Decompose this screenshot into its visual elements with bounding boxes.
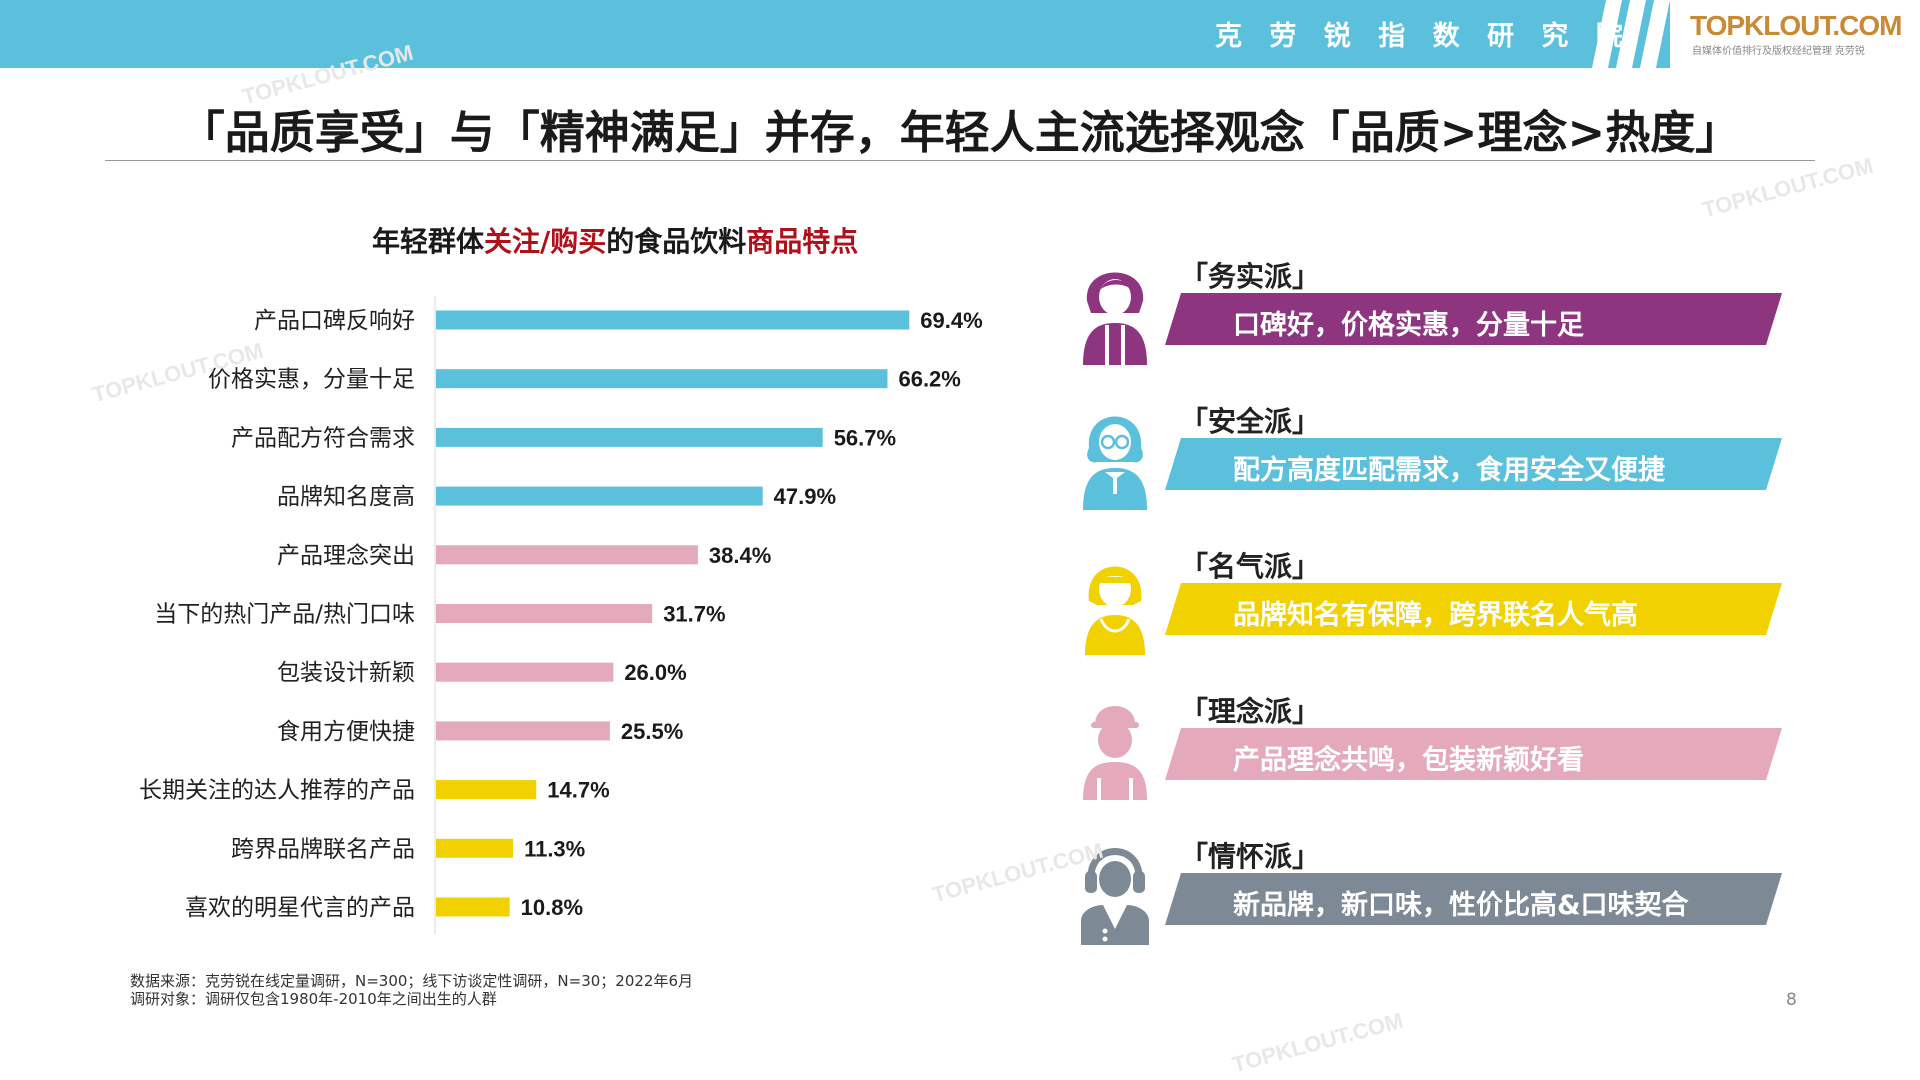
persona-banner xyxy=(1165,293,1782,345)
bar xyxy=(436,427,823,447)
data-label: 11.3% xyxy=(524,836,585,861)
survey-scope-note: 调研对象：调研仅包含1980年-2010年之间出生的人群 xyxy=(130,990,497,1008)
woman-glasses-icon xyxy=(1083,416,1147,510)
persona-safety: 「安全派」 配方高度匹配需求，食用安全又便捷 xyxy=(1075,398,1875,513)
chart-title-prefix: 年轻群体 xyxy=(372,225,485,258)
persona-fame: 「名气派」 品牌知名有保障，跨界联名人气高 xyxy=(1075,543,1875,658)
title-divider xyxy=(105,160,1815,161)
category-label: 食用方便快捷 xyxy=(277,719,415,745)
category-label: 产品配方符合需求 xyxy=(231,425,415,451)
persona-tag: 「务实派」 xyxy=(1180,260,1321,293)
girl-icon xyxy=(1085,566,1145,655)
category-label: 价格实惠，分量十足 xyxy=(208,367,415,393)
data-source-note: 数据来源：克劳锐在线定量调研，N=300；线下访谈定性调研，N=30；2022年… xyxy=(130,972,694,990)
category-label: 包装设计新颖 xyxy=(277,660,415,686)
persona-tag: 「名气派」 xyxy=(1180,550,1321,583)
persona-tag: 「安全派」 xyxy=(1180,405,1321,438)
data-label: 47.9% xyxy=(774,484,836,509)
data-label: 26.0% xyxy=(624,660,686,685)
data-label: 10.8% xyxy=(521,895,583,920)
org-name: 克 劳 锐 指 数 研 究 院 xyxy=(1215,21,1632,52)
bar xyxy=(436,545,698,565)
data-label: 56.7% xyxy=(834,425,896,450)
persona-tag: 「理念派」 xyxy=(1180,695,1321,728)
page-title: 「品质享受」与「精神满足」并存，年轻人主流选择观念「品质>理念>热度」 xyxy=(179,106,1741,159)
persona-pragmatic: 「务实派」 口碑好，价格实惠，分量十足 xyxy=(1075,253,1875,368)
persona-description: 口碑好，价格实惠，分量十足 xyxy=(1233,310,1584,341)
data-label: 31.7% xyxy=(663,602,725,627)
brand-logo: TOPKLOUT.COM xyxy=(1690,10,1902,41)
category-label: 产品理念突出 xyxy=(277,543,415,569)
bar xyxy=(436,780,537,800)
logo-area xyxy=(1670,0,1920,68)
data-label: 69.4% xyxy=(920,308,982,333)
bar xyxy=(436,604,653,623)
brand-logo-subtitle: 自媒体价值排行及版权经纪管理 克劳锐 xyxy=(1692,46,1865,57)
persona-banner xyxy=(1165,438,1782,490)
chart-title-middle: 的食品饮料 xyxy=(606,225,747,258)
persona-description: 产品理念共鸣，包装新颖好看 xyxy=(1233,745,1584,776)
category-label: 品牌知名度高 xyxy=(277,484,415,510)
persona-banner xyxy=(1165,728,1782,780)
persona-banner xyxy=(1165,583,1782,635)
persona-concept: 「理念派」 产品理念共鸣，包装新颖好看 xyxy=(1075,688,1875,803)
category-label: 跨界品牌联名产品 xyxy=(231,836,415,862)
man-headphones-icon xyxy=(1081,848,1149,945)
category-label: 喜欢的明星代言的产品 xyxy=(185,895,415,921)
woman-icon xyxy=(1083,272,1147,365)
data-label: 25.5% xyxy=(621,719,683,744)
header-stripes xyxy=(1592,0,1670,68)
persona-description: 品牌知名有保障，跨界联名人气高 xyxy=(1233,600,1638,631)
data-label: 66.2% xyxy=(898,367,960,392)
data-label: 38.4% xyxy=(709,543,771,568)
persona-sentiment: 「情怀派」 新品牌，新口味，性价比高&口味契合 xyxy=(1075,833,1875,948)
category-label: 产品口碑反响好 xyxy=(254,308,415,334)
chart-title: 年轻群体关注/购买的食品饮料商品特点 xyxy=(372,220,858,260)
data-label: 14.7% xyxy=(547,778,609,803)
bar xyxy=(436,662,614,682)
chart-title-highlight-1: 关注/购买 xyxy=(484,225,607,258)
bar xyxy=(436,721,610,741)
bar xyxy=(436,310,910,330)
persona-description: 新品牌，新口味，性价比高&口味契合 xyxy=(1233,890,1689,921)
persona-description: 配方高度匹配需求，食用安全又便捷 xyxy=(1233,455,1665,486)
bar xyxy=(436,838,514,858)
boy-cap-icon xyxy=(1083,706,1147,800)
category-label: 当下的热门产品/热门口味 xyxy=(154,602,415,628)
bar xyxy=(436,486,763,506)
bar xyxy=(436,897,510,917)
chart-title-highlight-2: 商品特点 xyxy=(746,225,859,258)
page-number: 8 xyxy=(1786,990,1797,1010)
category-label: 长期关注的达人推荐的产品 xyxy=(139,778,415,804)
persona-banner xyxy=(1165,873,1782,925)
persona-tag: 「情怀派」 xyxy=(1180,840,1321,873)
bar xyxy=(436,369,888,389)
